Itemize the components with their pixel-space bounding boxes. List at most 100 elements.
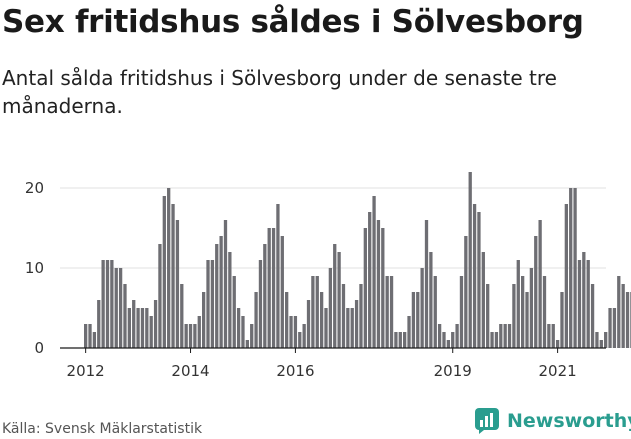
- y-tick-label: 0: [34, 339, 44, 357]
- bar: [590, 284, 595, 348]
- bar: [564, 204, 568, 348]
- bar: [167, 188, 171, 348]
- y-tick-label: 10: [25, 259, 44, 277]
- bar: [455, 324, 459, 348]
- bar: [499, 324, 503, 348]
- bar: [398, 332, 402, 348]
- bar: [153, 300, 158, 348]
- bar: [586, 260, 590, 348]
- bar: [123, 284, 127, 348]
- bar: [560, 292, 564, 348]
- x-tick-label: 2014: [171, 362, 209, 380]
- brand-name: Newsworthy: [507, 410, 631, 432]
- bar: [180, 284, 184, 348]
- bar: [420, 268, 424, 348]
- bar: [446, 340, 451, 348]
- bar: [481, 252, 485, 348]
- bar: [403, 332, 407, 348]
- x-tick-label: 2019: [434, 362, 472, 380]
- bar: [512, 284, 516, 348]
- bar: [319, 292, 324, 348]
- newsworthy-logo-icon: [475, 408, 499, 434]
- bar: [333, 244, 337, 348]
- bar: [263, 244, 267, 348]
- bar: [149, 316, 153, 348]
- bar: [223, 220, 228, 348]
- bar: [529, 268, 534, 348]
- bar: [346, 308, 350, 348]
- bar: [267, 228, 271, 348]
- source-note: Källa: Svensk Mäklarstatistik: [2, 421, 203, 437]
- bar: [197, 316, 201, 348]
- bar: [472, 204, 477, 348]
- bar: [350, 308, 354, 348]
- bar: [132, 300, 136, 348]
- bar: [341, 284, 346, 348]
- bar: [429, 252, 433, 348]
- bar: [215, 244, 219, 348]
- bar: [451, 332, 455, 348]
- bar: [385, 276, 389, 348]
- bar-chart: 010202012201420162019202120236: [25, 172, 631, 380]
- bar: [354, 300, 359, 348]
- bar: [368, 212, 372, 348]
- bar: [232, 276, 236, 348]
- bar: [503, 324, 507, 348]
- bar: [411, 292, 416, 348]
- bar: [118, 268, 123, 348]
- bar: [538, 220, 542, 348]
- gridlines: [60, 187, 606, 269]
- y-tick-label: 20: [25, 179, 44, 197]
- bar: [289, 316, 293, 348]
- bar: [625, 292, 630, 348]
- bar: [110, 260, 114, 348]
- bar: [171, 204, 175, 348]
- bar: [140, 308, 145, 348]
- bar: [258, 260, 263, 348]
- bar: [184, 324, 188, 348]
- bar: [551, 324, 555, 348]
- bar: [285, 292, 289, 348]
- bar: [271, 228, 276, 348]
- bar: [311, 276, 315, 348]
- bar: [486, 284, 490, 348]
- bar: [136, 308, 140, 348]
- bar: [175, 220, 180, 348]
- bar: [298, 332, 302, 348]
- bar: [464, 236, 468, 348]
- brand-logo[interactable]: Newsworthy: [475, 408, 631, 434]
- bar: [381, 228, 385, 348]
- tick-labels: 010202012201420162019202120236: [25, 179, 577, 380]
- bar: [468, 172, 472, 348]
- chart-subtitle: Antal sålda fritidshus i Sölvesborg unde…: [2, 66, 557, 118]
- bar: [188, 324, 193, 348]
- bar: [555, 340, 560, 348]
- bar: [477, 212, 481, 348]
- bar: [241, 316, 245, 348]
- bar: [534, 236, 538, 348]
- bar: [621, 284, 625, 348]
- bar: [210, 260, 215, 348]
- bar: [101, 260, 105, 348]
- bar: [293, 316, 298, 348]
- bar: [573, 188, 577, 348]
- bar: [236, 308, 241, 348]
- bar: [595, 332, 599, 348]
- bar: [337, 252, 341, 348]
- bar: [88, 324, 92, 348]
- bar: [363, 228, 367, 348]
- bar: [442, 332, 446, 348]
- bar: [105, 260, 110, 348]
- bar: [577, 260, 582, 348]
- bar: [389, 276, 394, 348]
- bar: [612, 308, 617, 348]
- bar: [228, 252, 232, 348]
- bar: [507, 324, 512, 348]
- bar: [97, 300, 101, 348]
- bar: [359, 284, 363, 348]
- bar: [92, 332, 97, 348]
- bar: [162, 196, 166, 348]
- bar: [114, 268, 118, 348]
- bar: [328, 268, 333, 348]
- x-tick-label: 2021: [539, 362, 577, 380]
